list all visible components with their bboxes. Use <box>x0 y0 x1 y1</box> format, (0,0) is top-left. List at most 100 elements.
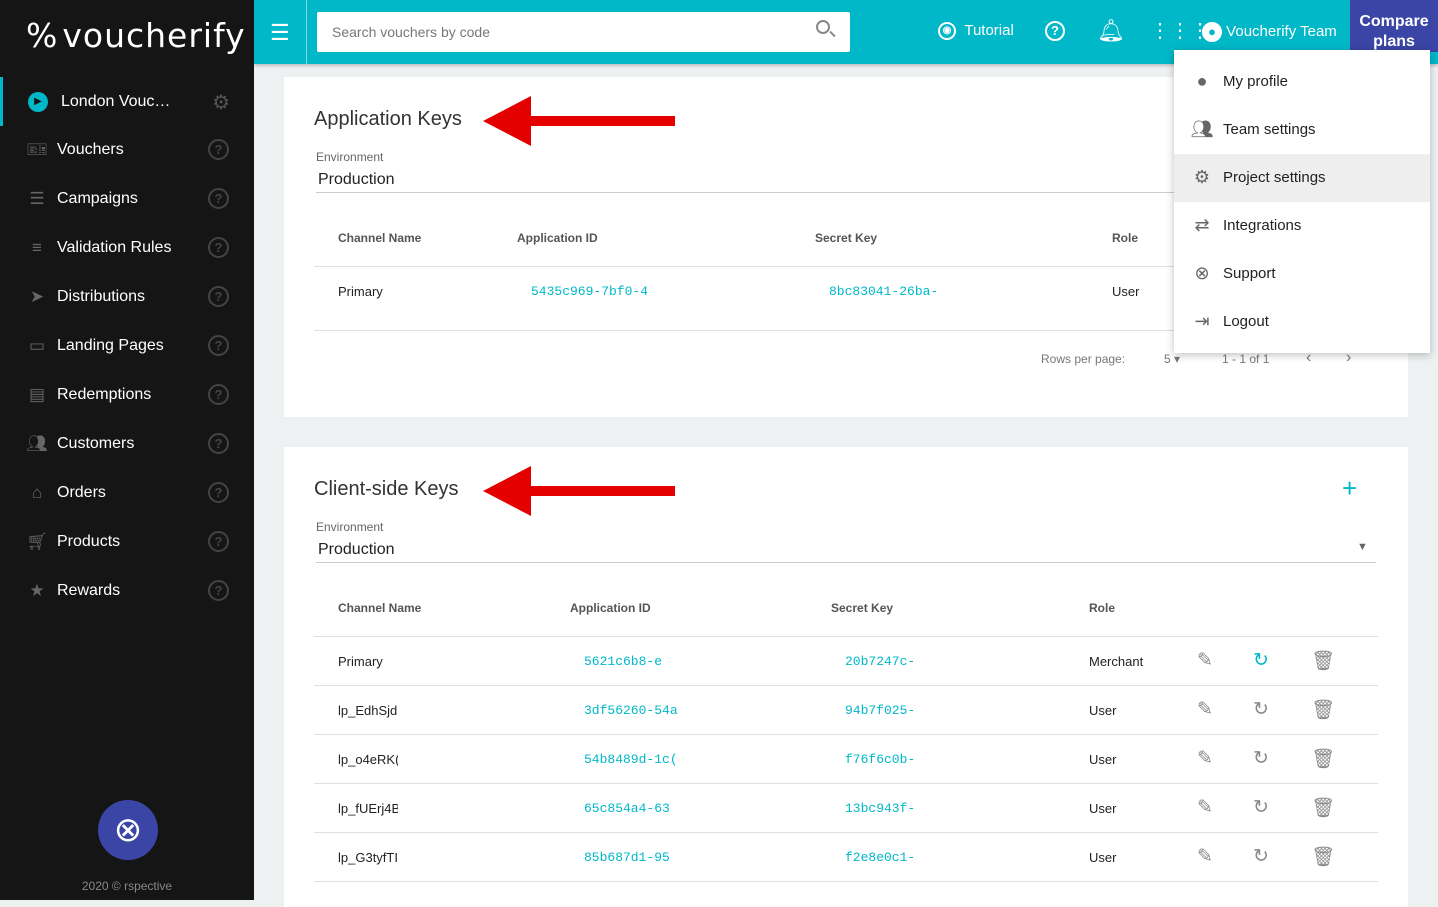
help-icon[interactable]: ? <box>208 580 229 601</box>
user-dropdown-menu: ● My profile 👥︎ Team settings ⚙ Project … <box>1174 50 1430 353</box>
support-button[interactable]: ⊗ <box>98 800 158 860</box>
secret-key[interactable]: 20b7247c- <box>845 654 916 669</box>
sidebar-item-vouchers[interactable]: 🎫︎ Vouchers ? <box>0 126 254 175</box>
column-header[interactable]: Application ID <box>517 231 598 245</box>
column-header[interactable]: Role <box>1089 601 1116 615</box>
sidebar-item-redemptions[interactable]: ▤ Redemptions ? <box>0 371 254 420</box>
application-id[interactable]: 85b687d1-95 <box>584 850 670 865</box>
delete-icon[interactable]: 🗑︎ <box>1311 798 1336 819</box>
application-id[interactable]: 5435c969-7bf0-4 <box>531 284 649 299</box>
dropdown-arrow-icon[interactable]: ▼ <box>1357 541 1368 553</box>
search-icon[interactable] <box>816 20 830 34</box>
delete-icon[interactable]: 🗑︎ <box>1311 700 1336 721</box>
column-header[interactable]: Role <box>1112 231 1139 245</box>
edit-icon[interactable]: ✎ <box>1197 748 1213 769</box>
chevron-left-icon[interactable]: ‹ <box>1306 349 1312 366</box>
help-icon[interactable]: ? <box>208 188 229 209</box>
help-icon[interactable]: ? <box>208 384 229 405</box>
column-header[interactable]: Channel Name <box>338 231 422 245</box>
application-id[interactable]: 65c854a4-63 <box>584 801 670 816</box>
application-id[interactable]: 54b8489d-1c( <box>584 752 678 767</box>
refresh-icon[interactable]: ↻ <box>1253 748 1269 769</box>
refresh-icon[interactable]: ↻ <box>1253 846 1269 867</box>
menu-item-my-profile[interactable]: ● My profile <box>1174 58 1430 106</box>
search-input[interactable] <box>317 12 850 52</box>
edit-icon[interactable]: ✎ <box>1197 699 1213 720</box>
user-menu-button[interactable]: ● Voucherify Team <box>1202 22 1337 42</box>
project-selector[interactable]: ▶ London Vouc… ⚙ <box>0 77 254 126</box>
list-icon: ▤ <box>28 385 46 404</box>
application-id[interactable]: 5621c6b8-e <box>584 654 663 669</box>
column-header[interactable]: Secret Key <box>815 231 878 245</box>
help-icon[interactable]: ? <box>208 433 229 454</box>
refresh-icon[interactable]: ↻ <box>1253 699 1269 720</box>
edit-icon[interactable]: ✎ <box>1197 797 1213 818</box>
help-icon[interactable]: ? <box>208 139 229 160</box>
lifebuoy-icon: ⊗ <box>1194 263 1210 283</box>
column-header[interactable]: Application ID <box>570 601 651 615</box>
sidebar-item-orders[interactable]: ⌂ Orders ? <box>0 469 254 518</box>
rows-per-page-select[interactable]: 5 ▾ <box>1164 352 1181 366</box>
application-id[interactable]: 3df56260-54a <box>584 703 678 718</box>
help-icon[interactable]: ? <box>1045 21 1065 41</box>
menu-item-label: My profile <box>1223 73 1289 90</box>
section-title: Client-side Keys <box>314 478 459 500</box>
column-header[interactable]: Secret Key <box>831 601 894 615</box>
environment-select[interactable]: Production <box>318 171 395 188</box>
menu-item-label: Logout <box>1223 313 1269 330</box>
menu-item-logout[interactable]: ⇥ Logout <box>1174 298 1430 346</box>
sidebar: % voucherify ▶ London Vouc… ⚙ 🎫︎ Vouchers… <box>0 0 254 900</box>
help-icon[interactable]: ? <box>208 335 229 356</box>
column-header[interactable]: Channel Name <box>338 601 422 615</box>
menu-item-integrations[interactable]: ⇄ Integrations <box>1174 202 1430 250</box>
sidebar-item-distributions[interactable]: ➤ Distributions ? <box>0 273 254 322</box>
role: User <box>1089 752 1117 767</box>
copyright: 2020 © rspective <box>81 879 173 893</box>
sidebar-item-validation-rules[interactable]: ≡ Validation Rules ? <box>0 224 254 273</box>
help-icon[interactable]: ? <box>208 286 229 307</box>
secret-key[interactable]: f76f6c0b- <box>845 752 916 767</box>
secret-key[interactable]: 94b7f025- <box>845 703 916 718</box>
menu-item-support[interactable]: ⊗ Support <box>1174 250 1430 298</box>
help-icon[interactable]: ? <box>208 237 229 258</box>
role: User <box>1112 284 1140 299</box>
rows-per-page-label: Rows per page: <box>1041 352 1126 366</box>
delete-icon[interactable]: 🗑︎ <box>1311 847 1336 868</box>
refresh-icon[interactable]: ↻ <box>1253 650 1269 671</box>
chevron-right-icon[interactable]: › <box>1346 349 1352 366</box>
compare-plans-button[interactable]: Compare plans <box>1350 0 1438 52</box>
edit-icon[interactable]: ✎ <box>1197 846 1213 867</box>
menu-icon[interactable]: ☰ <box>270 20 290 45</box>
help-icon[interactable]: ? <box>208 482 229 503</box>
campaigns-icon: ☰ <box>29 189 45 208</box>
add-key-button[interactable]: + <box>1342 473 1358 503</box>
apps-grid-icon[interactable]: ⋮⋮⋮ <box>1150 20 1210 42</box>
sidebar-item-campaigns[interactable]: ☰ Campaigns ? <box>0 175 254 224</box>
sidebar-item-rewards[interactable]: ★ Rewards ? <box>0 567 254 616</box>
secret-key[interactable]: 8bc83041-26ba- <box>829 284 939 299</box>
edit-icon[interactable]: ✎ <box>1197 650 1213 671</box>
sidebar-item-products[interactable]: 🛒︎ Products ? <box>0 518 254 567</box>
sidebar-item-label: Orders <box>57 484 106 501</box>
sidebar-item-label: Landing Pages <box>57 337 164 354</box>
sidebar-item-customers[interactable]: 👥︎ Customers ? <box>0 420 254 469</box>
tutorial-label: Tutorial <box>964 22 1014 39</box>
secret-key[interactable]: 13bc943f- <box>845 801 916 816</box>
sidebar-item-label: Campaigns <box>57 190 138 207</box>
compass-icon: ◉ <box>938 22 956 41</box>
sidebar-item-landing-pages[interactable]: ▭ Landing Pages ? <box>0 322 254 371</box>
voucherify-logo[interactable]: % voucherify <box>26 16 246 55</box>
delete-icon[interactable]: 🗑︎ <box>1311 749 1336 770</box>
tutorial-button[interactable]: ◉ Tutorial <box>938 22 1014 41</box>
bell-icon[interactable]: 🔔︎ <box>1097 18 1125 43</box>
refresh-icon[interactable]: ↻ <box>1253 797 1269 818</box>
help-icon[interactable]: ? <box>208 531 229 552</box>
channel-name: Primary <box>338 284 383 299</box>
menu-item-team-settings[interactable]: 👥︎ Team settings <box>1174 106 1430 154</box>
delete-icon[interactable]: 🗑︎ <box>1311 651 1336 672</box>
environment-select[interactable]: Production <box>318 541 395 558</box>
role: User <box>1089 801 1117 816</box>
gear-icon[interactable]: ⚙ <box>212 92 230 114</box>
secret-key[interactable]: f2e8e0c1- <box>845 850 916 865</box>
menu-item-project-settings[interactable]: ⚙ Project settings <box>1174 154 1430 202</box>
